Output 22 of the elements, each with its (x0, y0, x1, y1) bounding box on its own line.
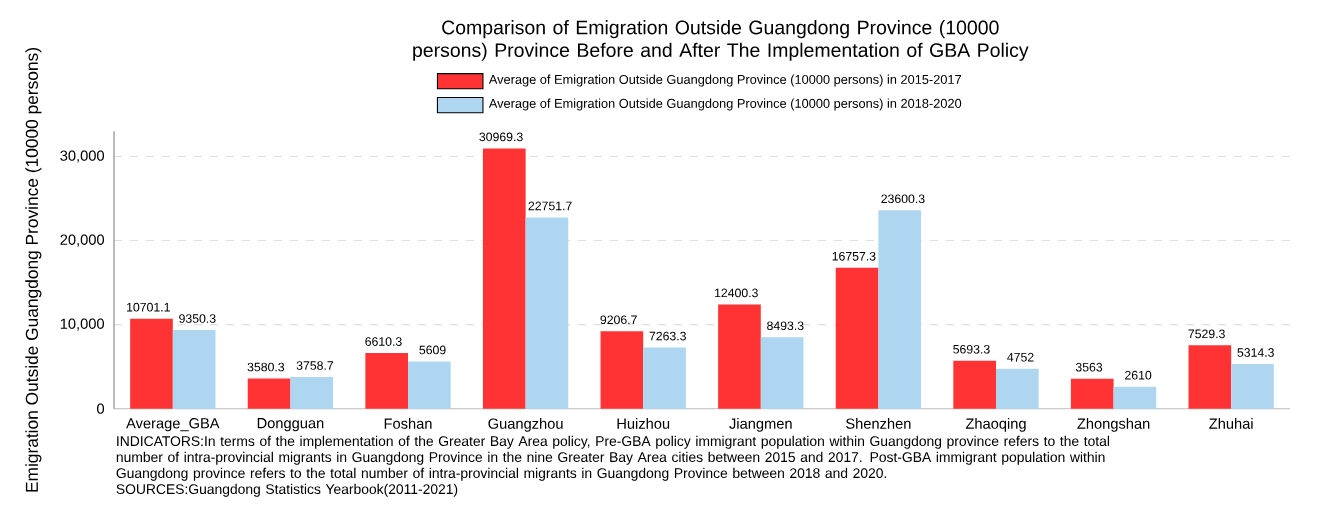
bar (953, 360, 996, 409)
bar (290, 377, 334, 409)
bar (1113, 386, 1157, 409)
chart-title: Comparison of Emigration Outside Guangdong Province (10000 persons) Province Before and After The Implementation of GBA Policy (413, 20, 1029, 61)
y-axis-title: Emigration Outside Guangdong Province (10000 persons) (25, 48, 42, 492)
bar (643, 347, 686, 409)
bar (718, 304, 761, 409)
bar (130, 318, 173, 409)
bar (525, 217, 569, 409)
bar (995, 368, 1039, 409)
bar (1231, 363, 1274, 409)
bar (1188, 345, 1232, 409)
bar (172, 330, 216, 409)
bar (760, 337, 804, 409)
bar (365, 353, 409, 409)
bar (408, 361, 451, 409)
bar (878, 210, 922, 409)
bar (482, 148, 526, 409)
bar (835, 267, 879, 409)
bar (1070, 378, 1114, 409)
bar (600, 331, 644, 409)
bar (247, 378, 291, 409)
